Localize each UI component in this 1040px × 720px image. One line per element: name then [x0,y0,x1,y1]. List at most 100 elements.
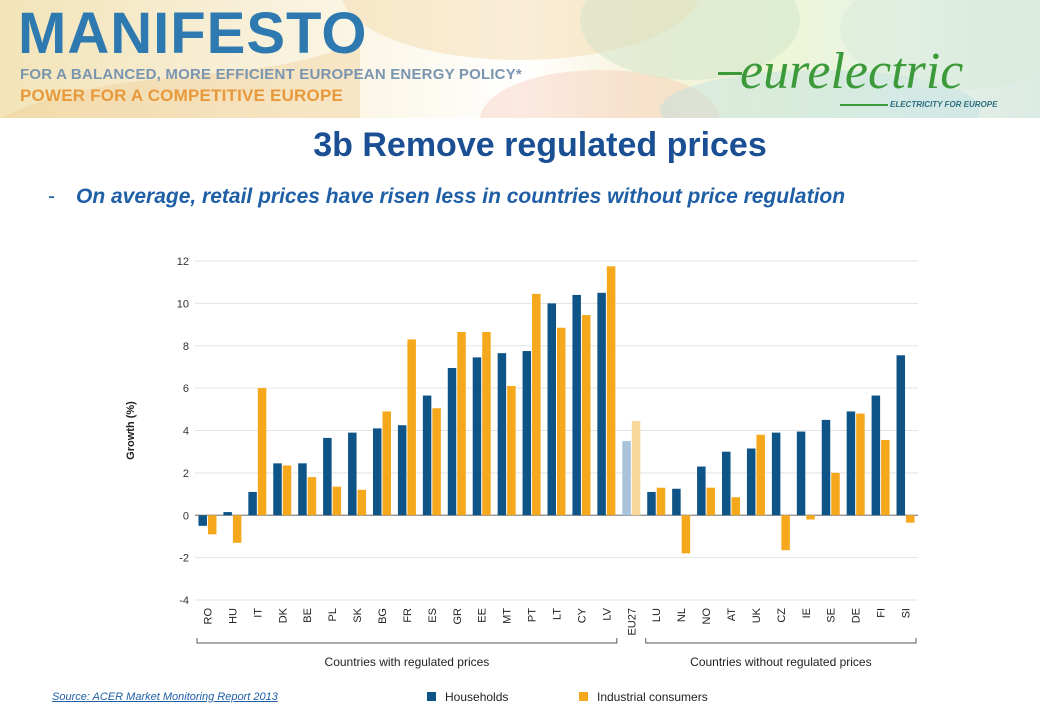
bar-industrial-cy [581,315,591,516]
bar-industrial-lu [656,487,666,516]
bar-industrial-fr [407,339,416,516]
x-tick-label: CZ [776,608,788,623]
x-tick-label: SI [901,608,913,618]
bar-households-es [422,395,432,516]
bar-households-ie [796,431,806,516]
y-tick-label: 12 [177,256,189,268]
x-tick-label: BE [302,608,314,623]
header-banner: MANIFESTO FOR A BALANCED, MORE EFFICIENT… [0,0,1040,118]
logo-dash [718,72,742,75]
x-tick-label: SK [352,607,364,622]
bar-industrial-lt [557,327,566,516]
legend-swatch [427,692,436,701]
eurelectric-logo: eurelectric [740,43,964,100]
brand-subtagline: POWER FOR A COMPETITIVE EUROPE [20,86,344,105]
bar-households-fr [397,425,407,516]
bar-households-uk [746,448,756,516]
bar-households-lt [547,303,556,516]
slide-title: 3b Remove regulated prices [313,126,767,164]
bar-industrial-de [856,413,865,516]
bar-households-be [298,463,307,516]
y-tick-label: 6 [183,383,189,395]
x-tick-label: PL [327,608,339,621]
bar-industrial-dk [282,465,292,516]
bar-industrial-ro [207,515,217,535]
group-label: Countries without regulated prices [690,655,871,669]
bar-households-pl [323,437,332,516]
x-tick-label: EU27 [626,608,638,636]
bar-households-de [846,411,856,516]
x-tick-label: SE [826,608,838,623]
bar-households-pt [522,351,532,516]
x-tick-label: HU [227,608,239,624]
bar-industrial-cz [781,515,790,551]
bar-households-ee [472,357,482,516]
bar-households-lu [647,491,656,516]
bar-industrial-lv [606,266,616,516]
legend-label: Industrial consumers [597,690,708,704]
bar-industrial-uk [756,434,765,516]
bar-households-se [821,419,831,516]
bar-industrial-fi [881,440,890,516]
bar-households-nl [672,488,681,516]
bar-industrial-hu [232,515,242,543]
source-link[interactable]: Source: ACER Market Monitoring Report 20… [52,691,278,703]
bar-households-cy [572,294,581,516]
bar-households-mt [497,353,507,516]
brand-title: MANIFESTO [18,1,368,66]
bar-industrial-bg [382,411,391,516]
bar-industrial-mt [507,386,516,516]
bar-industrial-be [307,477,317,516]
bar-industrial-pl [332,486,342,516]
x-tick-label: DK [277,607,289,623]
y-tick-label: 10 [177,298,189,310]
x-tick-label: CY [576,607,588,623]
x-tick-label: PT [527,608,539,622]
bar-households-lv [597,292,606,516]
bar-households-cz [771,432,781,516]
x-tick-label: EE [477,608,489,623]
x-tick-label: RO [202,608,214,625]
y-tick-label: 8 [183,341,189,353]
x-tick-label: UK [751,607,763,623]
bar-industrial-at [731,497,741,516]
bar-industrial-ee [482,331,491,516]
bar-industrial-sk [357,489,367,516]
x-tick-label: LV [601,607,613,620]
bar-industrial-ie [806,515,815,520]
bar-households-sk [348,432,357,516]
bar-households-bg [372,428,382,516]
x-tick-label: MT [502,608,514,624]
y-tick-label: 4 [183,426,189,438]
bar-households-eu27 [622,441,631,516]
bar-industrial-it [257,388,267,516]
y-tick-label: 0 [183,510,189,522]
legend-swatch [579,692,588,701]
bar-households-it [248,491,257,516]
bar-industrial-se [831,472,840,516]
bar-households-no [697,466,706,516]
bullet-dash: - [48,185,55,208]
bar-households-fi [871,395,881,516]
bar-industrial-si [906,515,915,523]
bar-households-gr [447,367,457,516]
logo-rule [840,104,888,106]
group-label: Countries with regulated prices [325,655,490,669]
logo-tagline: ELECTRICITY FOR EUROPE [890,100,998,109]
banner-decoration [0,0,1040,118]
bar-industrial-gr [457,331,466,516]
x-tick-label: IE [801,608,813,618]
x-tick-label: GR [452,608,464,625]
bar-households-at [722,451,731,516]
x-tick-label: FI [876,608,888,618]
y-axis-title: Growth (%) [125,401,137,460]
x-tick-label: FR [402,608,414,623]
bar-households-ro [198,515,207,526]
x-tick-label: AT [726,608,738,622]
bullet-text: On average, retail prices have risen les… [76,185,846,208]
brand-tagline: FOR A BALANCED, MORE EFFICIENT EUROPEAN … [20,66,522,83]
bar-households-hu [223,512,232,516]
group-bracket [645,638,917,644]
y-tick-label: -2 [179,553,189,565]
